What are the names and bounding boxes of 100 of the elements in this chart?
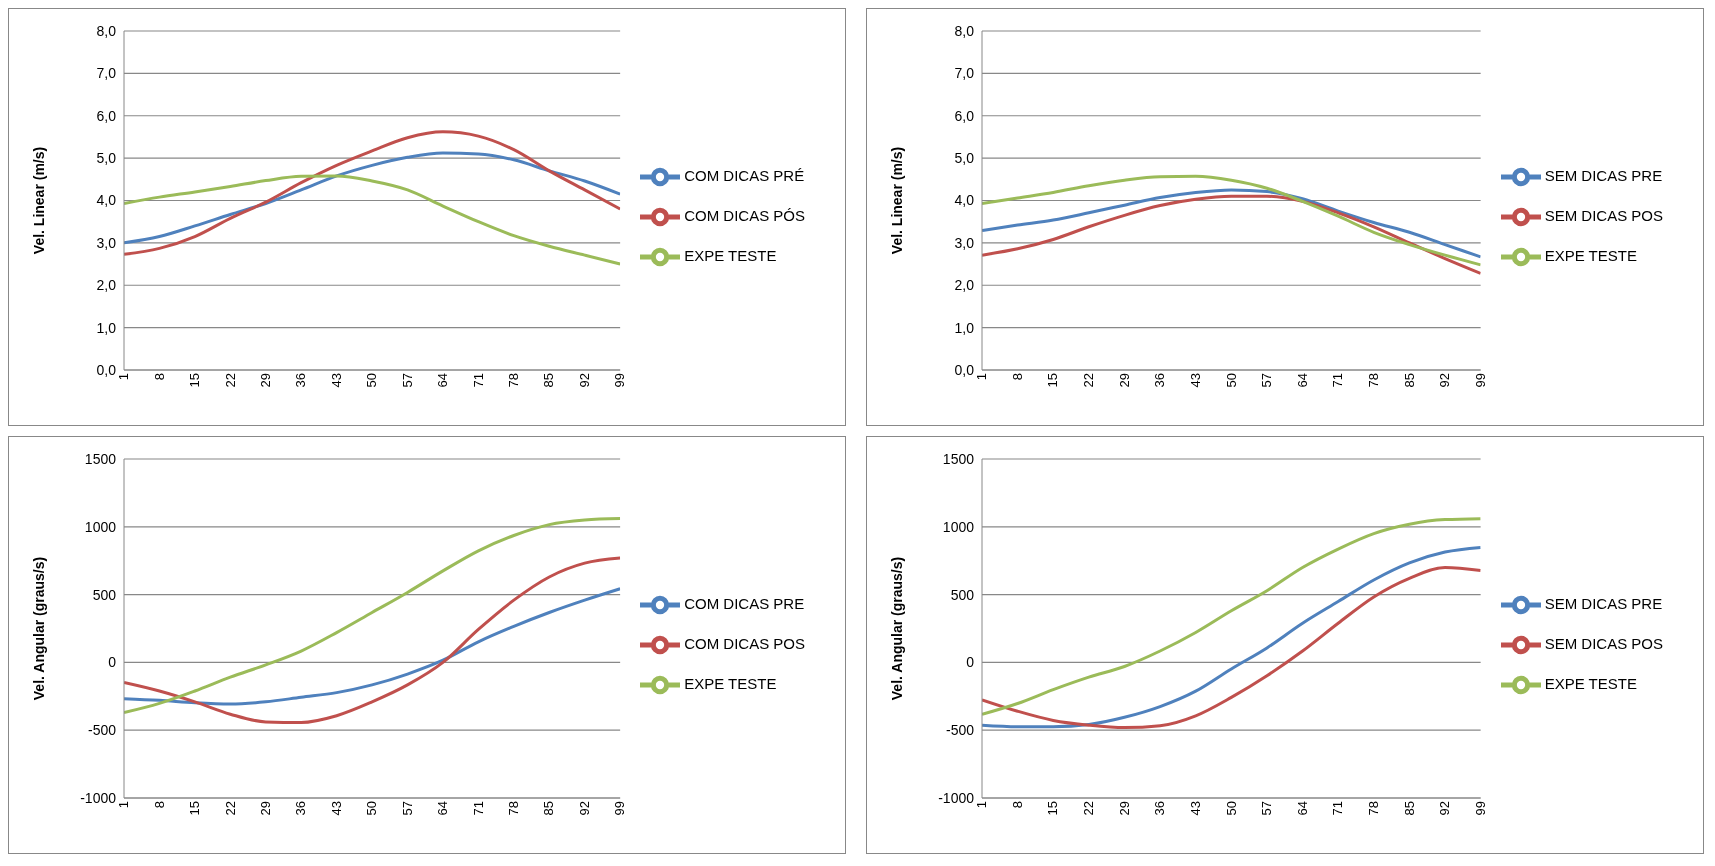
y-tick-label: 8,0 bbox=[954, 22, 975, 39]
y-tick-label: 1000 bbox=[84, 518, 117, 535]
x-tick-label: 85 bbox=[1401, 801, 1417, 816]
x-tick-label: 43 bbox=[328, 801, 344, 816]
line-series bbox=[124, 587, 621, 706]
legend-label: SEM DICAS POS bbox=[1544, 206, 1663, 224]
x-tick-label: 22 bbox=[1081, 801, 1097, 816]
x-tick-label: 64 bbox=[435, 801, 451, 816]
y-tick-label: -500 bbox=[945, 722, 975, 739]
y-axis-title: Vel. Linear (m/s) bbox=[30, 146, 47, 255]
y-tick-label: -1000 bbox=[80, 789, 117, 806]
x-tick-label: 43 bbox=[328, 373, 344, 388]
x-tick-label: 15 bbox=[1045, 373, 1061, 388]
x-tick-label: 78 bbox=[506, 373, 522, 388]
x-tick-label: 92 bbox=[1437, 373, 1453, 388]
x-tick-label: 8 bbox=[1009, 801, 1025, 809]
legend-label: EXPE TESTE bbox=[684, 246, 777, 264]
y-tick-label: 0,0 bbox=[96, 361, 117, 378]
y-tick-label: 4,0 bbox=[96, 192, 117, 209]
x-tick-label: 50 bbox=[364, 801, 380, 816]
x-tick-label: 1 bbox=[116, 801, 132, 809]
x-tick-label: 71 bbox=[1330, 373, 1346, 388]
y-tick-label: 5,0 bbox=[954, 150, 975, 167]
y-tick-label: 1000 bbox=[942, 518, 975, 535]
x-tick-label: 92 bbox=[576, 801, 592, 816]
x-tick-label: 15 bbox=[187, 373, 203, 388]
x-tick-label: 15 bbox=[1045, 801, 1061, 816]
x-tick-label: 8 bbox=[1009, 373, 1025, 381]
y-tick-label: 0 bbox=[108, 654, 117, 671]
y-tick-label: 6,0 bbox=[96, 107, 117, 124]
x-tick-label: 64 bbox=[435, 373, 451, 388]
x-tick-label: 57 bbox=[1259, 373, 1275, 388]
y-tick-label: 7,0 bbox=[96, 65, 117, 82]
x-tick-label: 92 bbox=[576, 373, 592, 388]
x-tick-label: 57 bbox=[1259, 801, 1275, 816]
legend-label: COM DICAS PRÉ bbox=[684, 166, 805, 184]
line-series bbox=[982, 517, 1481, 716]
legend-label: EXPE TESTE bbox=[1544, 246, 1637, 264]
line-series bbox=[124, 151, 621, 245]
x-tick-label: 8 bbox=[151, 801, 167, 809]
y-tick-label: 6,0 bbox=[954, 107, 975, 124]
x-tick-label: 85 bbox=[1401, 373, 1417, 388]
y-tick-label: 3,0 bbox=[96, 234, 117, 251]
x-tick-label: 64 bbox=[1294, 373, 1310, 388]
y-tick-label: 7,0 bbox=[954, 65, 975, 82]
y-axis-title: Vel. Angular (graus/s) bbox=[30, 556, 47, 701]
legend-label: EXPE TESTE bbox=[684, 674, 777, 692]
y-tick-label: -500 bbox=[87, 722, 117, 739]
legend-label: EXPE TESTE bbox=[1544, 674, 1637, 692]
line-series bbox=[124, 517, 621, 715]
y-tick-label: 500 bbox=[92, 586, 117, 603]
y-tick-label: 1500 bbox=[84, 450, 117, 467]
x-tick-label: 1 bbox=[974, 801, 990, 809]
x-tick-label: 57 bbox=[399, 373, 415, 388]
y-tick-label: 2,0 bbox=[954, 277, 975, 294]
legend-label: SEM DICAS POS bbox=[1544, 634, 1663, 652]
x-tick-label: 99 bbox=[612, 373, 628, 388]
y-tick-label: 0,0 bbox=[954, 361, 975, 378]
x-tick-label: 22 bbox=[222, 373, 238, 388]
y-tick-label: -1000 bbox=[938, 789, 975, 806]
x-tick-label: 22 bbox=[1081, 373, 1097, 388]
x-tick-label: 36 bbox=[1152, 801, 1168, 816]
x-tick-label: 64 bbox=[1294, 801, 1310, 816]
legend-label: SEM DICAS PRE bbox=[1544, 166, 1663, 184]
x-tick-label: 1 bbox=[974, 373, 990, 381]
x-tick-label: 71 bbox=[470, 373, 486, 388]
legend-label: COM DICAS PRE bbox=[684, 594, 805, 612]
x-tick-label: 78 bbox=[1366, 373, 1382, 388]
y-tick-label: 5,0 bbox=[96, 150, 117, 167]
x-tick-label: 50 bbox=[1223, 373, 1239, 388]
x-tick-label: 50 bbox=[364, 373, 380, 388]
x-tick-label: 71 bbox=[1330, 801, 1346, 816]
x-tick-label: 78 bbox=[1366, 801, 1382, 816]
y-tick-label: 1,0 bbox=[954, 319, 975, 336]
y-tick-label: 0 bbox=[966, 654, 975, 671]
line-series bbox=[124, 174, 621, 266]
x-tick-label: 29 bbox=[1116, 373, 1132, 388]
y-tick-label: 8,0 bbox=[96, 22, 117, 39]
x-tick-label: 99 bbox=[1472, 801, 1488, 816]
x-tick-label: 29 bbox=[1116, 801, 1132, 816]
y-tick-label: 1500 bbox=[942, 450, 975, 467]
line-series bbox=[982, 174, 1481, 267]
x-tick-label: 43 bbox=[1187, 801, 1203, 816]
y-axis-title: Vel. Angular (graus/s) bbox=[888, 556, 905, 701]
x-tick-label: 85 bbox=[541, 373, 557, 388]
x-tick-label: 36 bbox=[1152, 373, 1168, 388]
y-axis-title: Vel. Linear (m/s) bbox=[888, 146, 905, 255]
y-tick-label: 3,0 bbox=[954, 234, 975, 251]
x-tick-label: 99 bbox=[1472, 373, 1488, 388]
x-tick-label: 29 bbox=[257, 373, 273, 388]
line-series bbox=[124, 130, 621, 256]
y-tick-label: 4,0 bbox=[954, 192, 975, 209]
x-tick-label: 15 bbox=[187, 801, 203, 816]
x-tick-label: 50 bbox=[1223, 801, 1239, 816]
y-tick-label: 2,0 bbox=[96, 277, 117, 294]
x-tick-label: 92 bbox=[1437, 801, 1453, 816]
x-tick-label: 36 bbox=[293, 801, 309, 816]
y-tick-label: 500 bbox=[950, 586, 975, 603]
x-tick-label: 78 bbox=[506, 801, 522, 816]
x-tick-label: 22 bbox=[222, 801, 238, 816]
